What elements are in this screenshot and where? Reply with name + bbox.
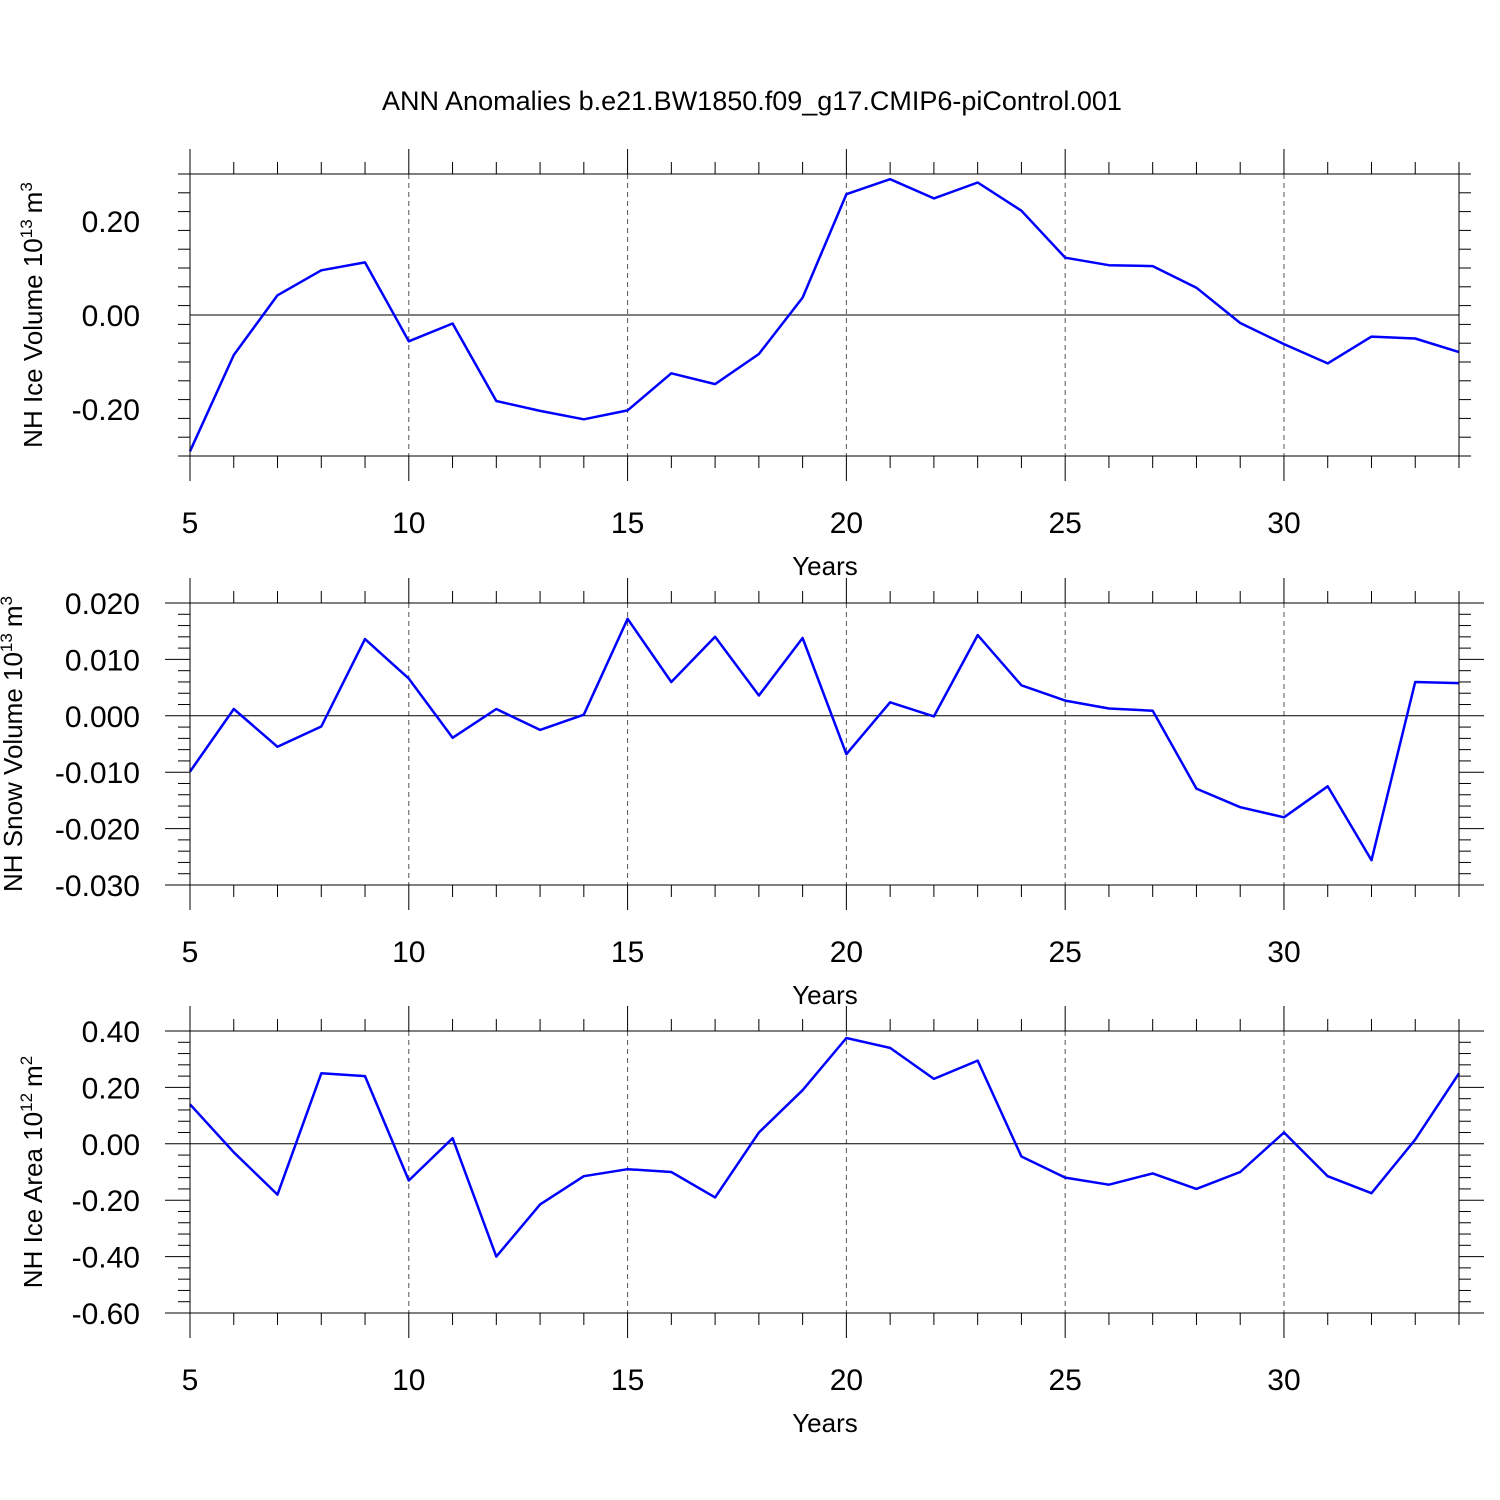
- x-tick-label: 10: [392, 507, 425, 540]
- y-tick-label: 0.00: [82, 300, 140, 333]
- y-axis-title: NH Ice Area 1012 m2: [17, 1056, 48, 1288]
- x-tick-label: 15: [611, 936, 644, 969]
- x-axis-title: Years: [792, 1408, 858, 1438]
- axis-ticks: [165, 578, 1484, 910]
- x-tick-label: 20: [830, 936, 863, 969]
- axis-ticks: [178, 149, 1471, 481]
- y-tick-label: 0.20: [82, 1072, 140, 1105]
- y-tick-label: 0.00: [82, 1129, 140, 1162]
- y-axis-title-exponent: 13: [0, 633, 16, 652]
- tick-labels: 5 10 15 20 25 30 -0.60 -0.40 -0.20 0.00 0.20 0.40: [72, 1016, 1301, 1397]
- x-tick-label: 25: [1048, 1364, 1081, 1397]
- y-tick-label: -0.010: [55, 757, 140, 790]
- panel-ice-area: 5 10 15 20 25 30 -0.60 -0.40 -0.20 0.00 0.20 0.40 Y…: [17, 1006, 1484, 1438]
- y-tick-label: -0.40: [72, 1242, 140, 1275]
- x-tick-label: 5: [182, 1364, 199, 1397]
- y-axis-title-main: NH Snow Volume 10: [0, 652, 28, 892]
- y-axis-title: NH Snow Volume 1013 m3: [0, 596, 28, 892]
- y-axis-title-unit: m: [18, 1065, 48, 1087]
- y-axis-title-unit-exponent: 3: [17, 182, 36, 191]
- plot-frame: [189, 173, 1460, 457]
- x-tick-label: 5: [182, 936, 199, 969]
- y-axis-title-main: NH Ice Area 10: [18, 1112, 48, 1288]
- x-tick-label: 5: [182, 507, 199, 540]
- y-axis-title: NH Ice Volume 1013 m3: [17, 182, 48, 448]
- x-tick-label: 30: [1267, 507, 1300, 540]
- axis-ticks: [165, 1006, 1484, 1338]
- x-tick-label: 10: [392, 936, 425, 969]
- series-line: [189, 1036, 1461, 1258]
- y-axis-title-unit-exponent: 2: [17, 1056, 36, 1065]
- x-tick-label: 30: [1267, 936, 1300, 969]
- y-tick-label: -0.020: [55, 814, 140, 847]
- tick-labels: 5 10 15 20 25 30 -0.20 0.00 0.20: [72, 206, 1301, 540]
- y-tick-label: 0.020: [65, 588, 140, 621]
- y-tick-label: 0.010: [65, 644, 140, 677]
- y-tick-label: -0.20: [72, 394, 140, 427]
- series-group: [189, 1036, 1461, 1258]
- x-axis-title: Years: [792, 980, 858, 1010]
- y-tick-label: 0.000: [65, 701, 140, 734]
- series-line: [188, 617, 1460, 862]
- y-axis-title-main: NH Ice Volume 10: [18, 238, 48, 448]
- y-tick-label: -0.20: [72, 1185, 140, 1218]
- panel-snow-volume: 5 10 15 20 25 30 -0.030 -0.020 -0.010 0.000 0.010 0…: [0, 578, 1484, 1010]
- x-tick-label: 25: [1048, 507, 1081, 540]
- series-group: [188, 617, 1460, 862]
- x-tick-label: 10: [392, 1364, 425, 1397]
- grid-lines: [190, 1031, 1459, 1313]
- y-axis-title-exponent: 13: [17, 219, 36, 238]
- y-tick-label: -0.60: [72, 1298, 140, 1331]
- x-tick-label: 20: [830, 507, 863, 540]
- y-tick-label: 0.40: [82, 1016, 140, 1049]
- x-tick-label: 30: [1267, 1364, 1300, 1397]
- y-axis-title-unit: m: [18, 192, 48, 214]
- plot-frame: [189, 602, 1460, 886]
- y-axis-title-unit-exponent: 3: [0, 596, 16, 605]
- series-line: [188, 177, 1460, 452]
- y-axis-title-exponent: 12: [17, 1093, 36, 1112]
- plot-frame: [189, 1030, 1460, 1314]
- y-tick-label: -0.030: [55, 870, 140, 903]
- panel-ice-volume: 5 10 15 20 25 30 -0.20 0.00 0.20 Years NH Ice Vo…: [17, 149, 1471, 581]
- x-tick-label: 20: [830, 1364, 863, 1397]
- grid-lines: [190, 174, 1459, 456]
- y-axis-title-unit: m: [0, 605, 28, 627]
- tick-labels: 5 10 15 20 25 30 -0.030 -0.020 -0.010 0.000 0.010 0…: [55, 588, 1301, 969]
- x-tick-label: 15: [611, 1364, 644, 1397]
- x-tick-label: 25: [1048, 936, 1081, 969]
- x-tick-label: 15: [611, 507, 644, 540]
- figure-title: ANN Anomalies b.e21.BW1850.f09_g17.CMIP6…: [382, 86, 1122, 116]
- x-axis-title: Years: [792, 551, 858, 581]
- y-tick-label: 0.20: [82, 206, 140, 239]
- series-group: [188, 177, 1460, 452]
- grid-lines: [190, 603, 1459, 885]
